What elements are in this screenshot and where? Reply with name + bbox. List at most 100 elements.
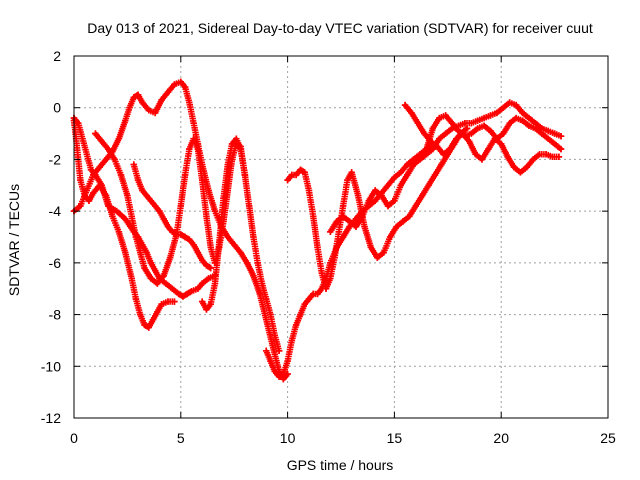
data-point	[158, 301, 165, 308]
data-point	[384, 202, 392, 210]
data-point	[79, 135, 86, 142]
data-point	[549, 153, 556, 161]
data-point	[228, 140, 236, 148]
data-point	[147, 259, 155, 267]
data-point	[512, 101, 520, 109]
data-point	[77, 202, 84, 210]
data-point	[485, 145, 492, 153]
data-point	[203, 306, 210, 313]
data-point	[318, 270, 325, 277]
data-point	[186, 145, 193, 153]
data-point	[216, 238, 223, 246]
data-point	[371, 197, 379, 204]
y-axis-label: SDTVAR / TECUs	[6, 184, 22, 296]
data-point	[406, 213, 413, 220]
data-point	[493, 109, 501, 117]
data-point	[386, 233, 394, 241]
data-point	[158, 96, 165, 104]
data-point	[297, 166, 304, 173]
y-tick-label: -12	[41, 410, 61, 426]
data-point	[85, 197, 93, 204]
data-point	[220, 195, 227, 202]
data-point	[339, 213, 347, 220]
data-point	[512, 114, 520, 122]
data-point	[254, 259, 261, 267]
data-point	[111, 156, 118, 163]
data-point	[137, 311, 144, 318]
data-point	[177, 78, 184, 86]
data-point	[429, 145, 437, 153]
data-point	[139, 241, 146, 248]
data-point	[164, 223, 172, 230]
data-point	[335, 228, 343, 236]
data-point	[122, 249, 129, 256]
data-point	[181, 171, 189, 179]
data-point	[374, 254, 381, 261]
data-point	[446, 145, 454, 153]
data-point	[139, 187, 146, 194]
data-point	[510, 163, 518, 171]
data-point	[506, 120, 513, 127]
series-track-11	[130, 161, 214, 272]
data-point	[532, 125, 539, 132]
data-point	[453, 135, 460, 142]
data-point	[250, 272, 257, 279]
data-point	[500, 104, 507, 111]
data-points	[70, 78, 565, 383]
data-point	[378, 192, 385, 199]
data-point	[468, 130, 475, 137]
data-point	[169, 228, 176, 236]
data-point	[384, 182, 392, 189]
data-point	[465, 138, 473, 145]
series-track-5	[198, 135, 249, 313]
data-point	[164, 298, 172, 305]
data-point	[393, 223, 400, 230]
data-point	[525, 114, 533, 122]
data-point	[523, 163, 531, 171]
data-point	[506, 99, 513, 106]
data-point	[130, 94, 138, 101]
y-tick-label: -10	[41, 358, 61, 374]
y-tick-label: 2	[53, 48, 61, 64]
data-point	[194, 285, 202, 292]
data-point	[354, 192, 362, 199]
data-point	[433, 143, 441, 150]
data-point	[179, 293, 187, 300]
data-point	[442, 130, 449, 137]
data-point	[367, 244, 375, 251]
data-point	[96, 163, 103, 171]
data-point	[404, 161, 411, 168]
data-point	[115, 228, 123, 236]
data-point	[132, 233, 140, 241]
data-point	[468, 120, 475, 127]
data-point	[404, 171, 411, 179]
data-point	[141, 264, 148, 272]
data-point	[399, 218, 407, 225]
data-point	[224, 161, 231, 168]
data-point	[438, 161, 445, 168]
data-point	[151, 109, 159, 117]
data-point	[143, 192, 150, 199]
data-point	[104, 145, 112, 153]
data-point	[241, 171, 249, 179]
data-point	[305, 187, 313, 194]
data-point	[90, 189, 97, 197]
data-point	[263, 295, 270, 303]
data-point	[224, 187, 231, 194]
data-point	[186, 99, 193, 106]
data-point	[207, 244, 214, 251]
data-point	[237, 145, 244, 153]
data-point	[280, 370, 287, 378]
data-point	[151, 202, 159, 210]
data-point	[207, 264, 214, 272]
data-point	[145, 324, 152, 331]
x-tick-label: 25	[600, 430, 616, 446]
data-point	[224, 233, 231, 241]
data-point	[314, 290, 321, 298]
data-point	[166, 254, 174, 261]
data-point	[237, 249, 244, 256]
data-point	[190, 120, 197, 127]
data-point	[258, 280, 266, 287]
data-point	[344, 176, 351, 184]
data-point	[87, 166, 95, 173]
